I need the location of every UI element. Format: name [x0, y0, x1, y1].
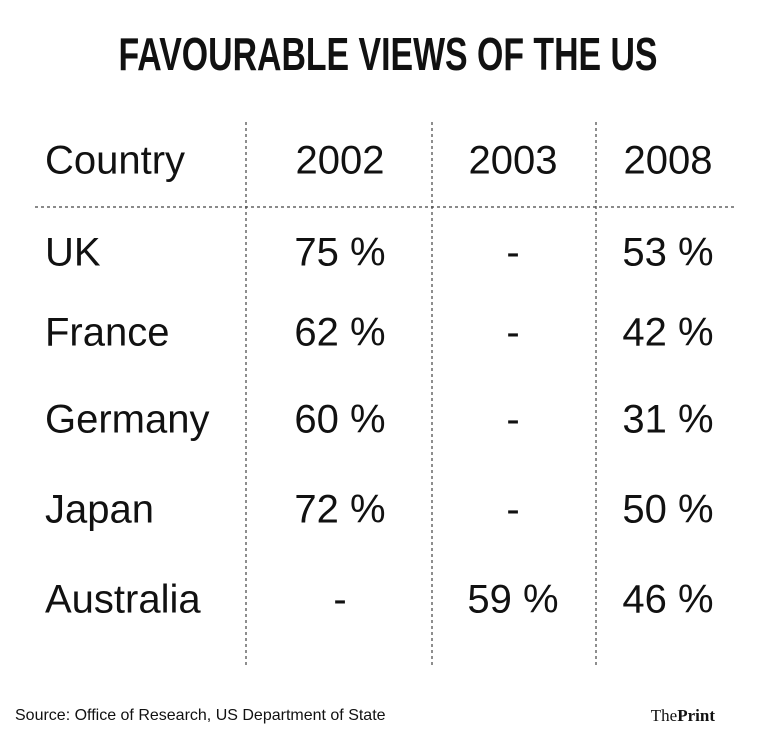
cell-value: 62 %: [294, 311, 385, 355]
logo-part: The: [651, 706, 677, 725]
cell-value: 42 %: [622, 311, 713, 355]
cell-value: 50 %: [622, 488, 713, 532]
row-label: Australia: [45, 578, 201, 622]
cell-value: -: [506, 231, 519, 275]
row-label: Japan: [45, 488, 154, 532]
row-label: France: [45, 311, 170, 355]
cell-value: -: [506, 488, 519, 532]
column-header: 2002: [296, 139, 385, 183]
title: FAVOURABLE VIEWS OF THE US: [119, 28, 658, 80]
cell-value: 53 %: [622, 231, 713, 275]
cell-value: 46 %: [622, 578, 713, 622]
logo-part: Print: [677, 706, 715, 725]
cell-value: 72 %: [294, 488, 385, 532]
column-header: Country: [45, 139, 185, 183]
logo: ThePrint: [651, 706, 716, 725]
cell-value: 31 %: [622, 398, 713, 442]
row-label: Germany: [45, 398, 210, 442]
cell-value: 75 %: [294, 231, 385, 275]
column-header: 2008: [624, 139, 713, 183]
row-label: UK: [45, 231, 101, 275]
source: Source: Office of Research, US Departmen…: [15, 707, 386, 724]
cell-value: -: [506, 398, 519, 442]
cell-value: 60 %: [294, 398, 385, 442]
cell-value: -: [333, 578, 346, 622]
column-header: 2003: [469, 139, 558, 183]
cell-value: 59 %: [467, 578, 558, 622]
cell-value: -: [506, 311, 519, 355]
